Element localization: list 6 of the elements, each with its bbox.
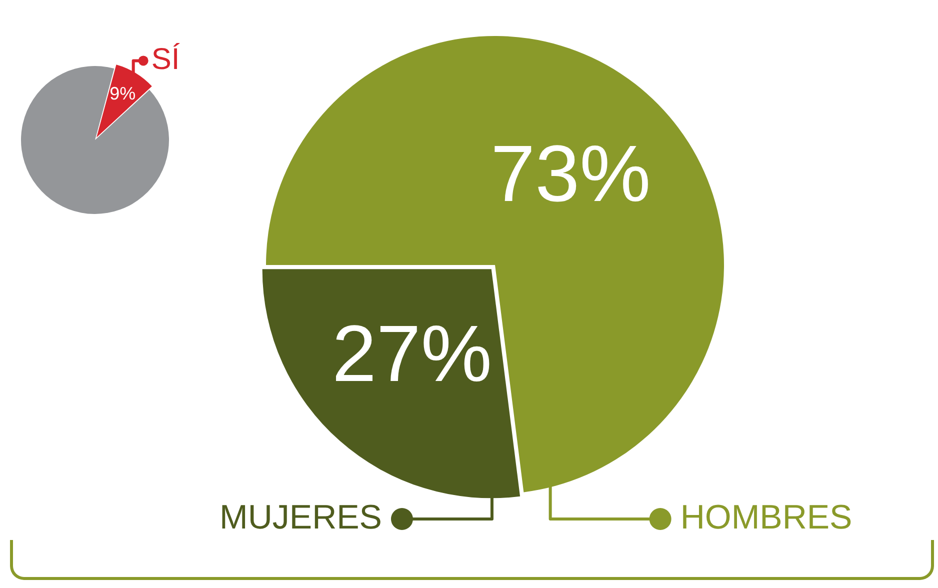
data-label: 27% — [332, 309, 492, 398]
legend-label: SÍ — [151, 42, 180, 76]
slice-label: MUJERES — [220, 498, 382, 536]
legend-label: HOMBRES — [680, 498, 852, 536]
data-label: 9% — [110, 83, 136, 104]
data-label: 73% — [490, 129, 651, 218]
